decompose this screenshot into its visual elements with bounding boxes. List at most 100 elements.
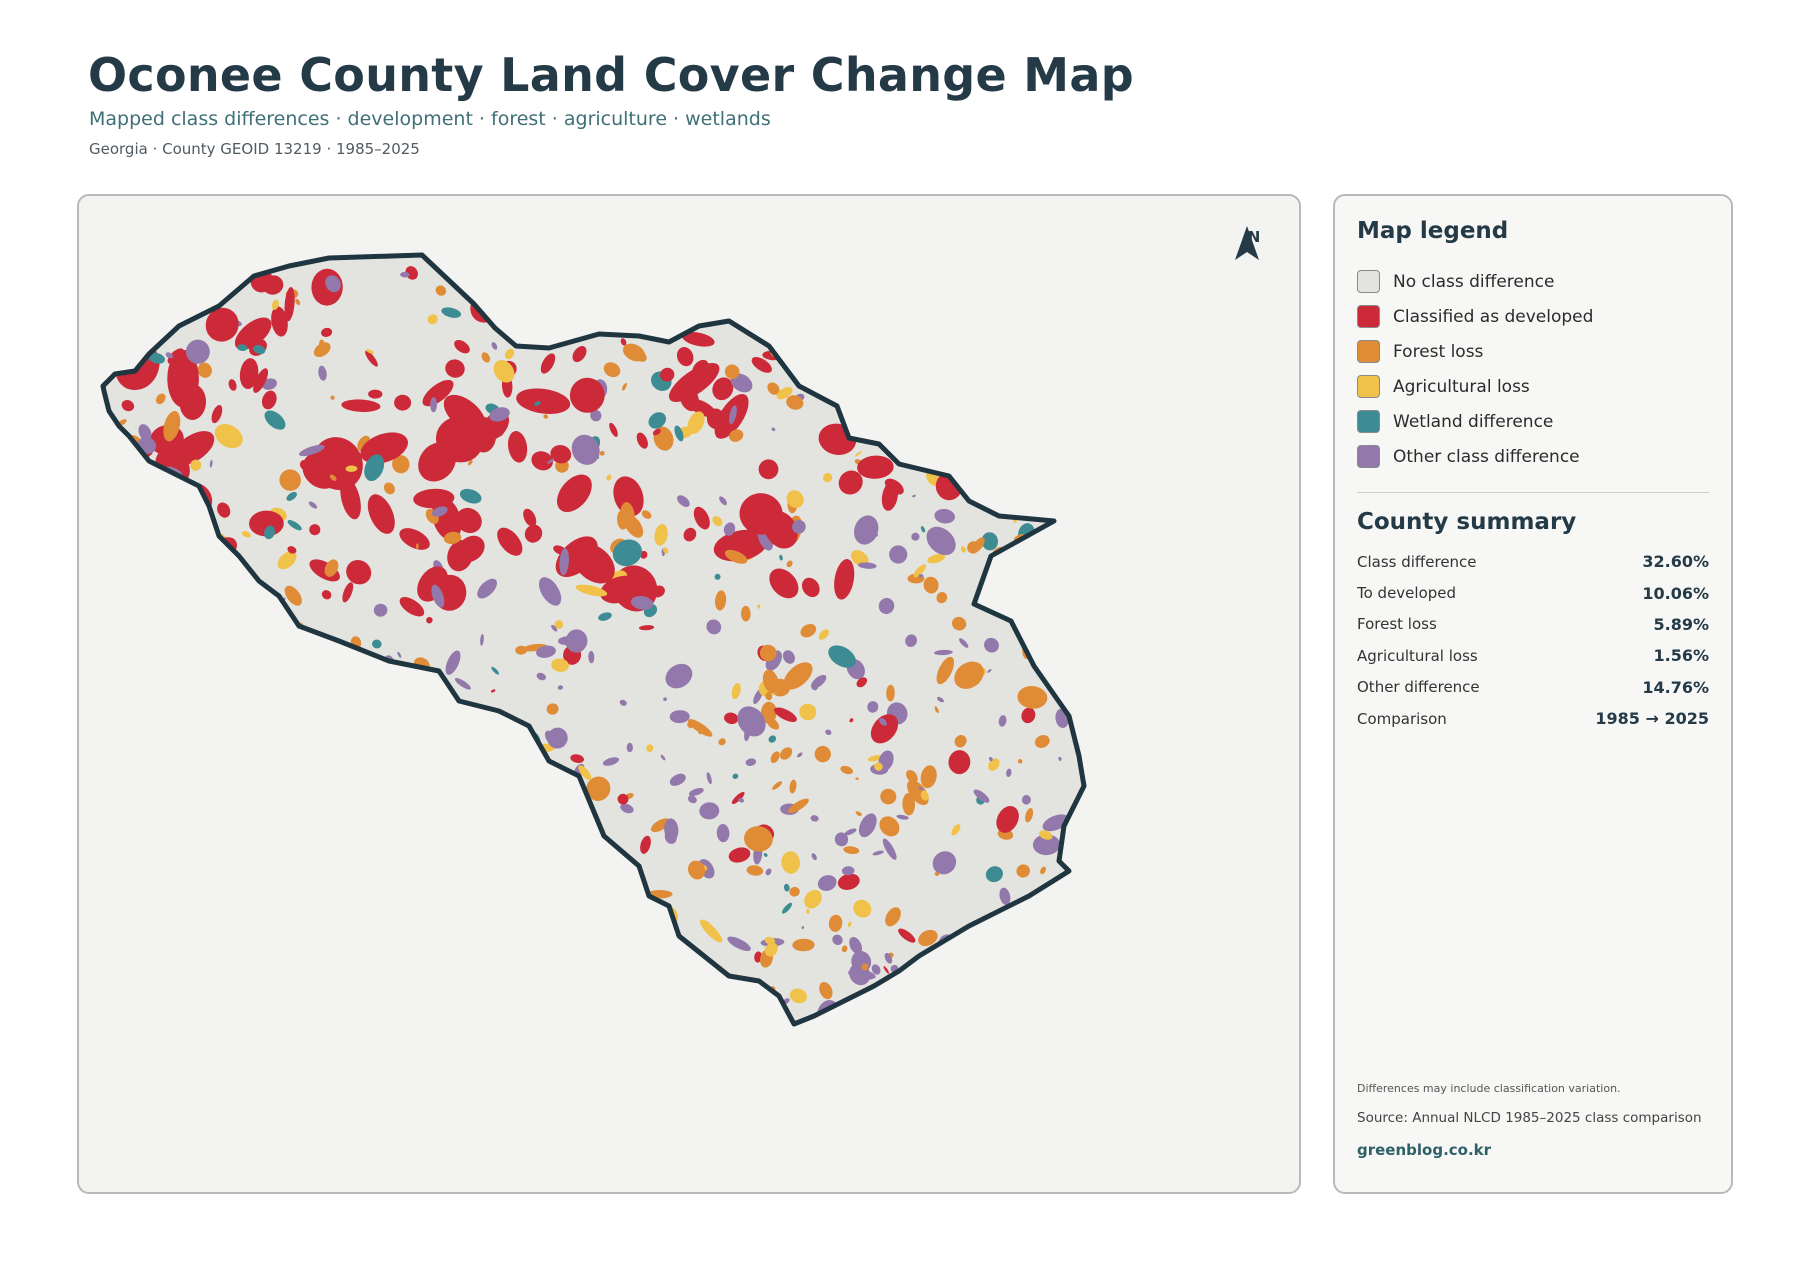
- change-patch: [547, 458, 555, 464]
- change-patch: [655, 282, 664, 295]
- change-patch: [847, 921, 852, 927]
- change-patch: [688, 787, 704, 797]
- change-patch: [144, 546, 158, 564]
- change-patch: [455, 825, 474, 848]
- map-panel[interactable]: N: [77, 194, 1301, 1194]
- change-patch: [427, 314, 438, 325]
- change-patch: [232, 851, 242, 859]
- change-patch: [716, 824, 730, 843]
- change-patch: [477, 578, 497, 599]
- change-patch: [373, 603, 388, 617]
- legend-swatch: [1357, 340, 1380, 363]
- change-patch: [277, 551, 297, 570]
- change-patch: [610, 1010, 621, 1018]
- legend-item-developed: Classified as developed: [1357, 299, 1593, 334]
- change-patch: [850, 277, 871, 304]
- change-patch: [659, 305, 669, 315]
- site-link[interactable]: greenblog.co.kr: [1357, 1141, 1492, 1159]
- change-patch: [498, 289, 512, 304]
- change-patch: [654, 524, 668, 546]
- change-patch: [105, 524, 130, 550]
- change-patch: [988, 758, 1000, 771]
- change-patch: [1057, 890, 1073, 904]
- change-patch: [1006, 768, 1012, 777]
- change-patch: [321, 675, 327, 681]
- change-patch: [963, 464, 975, 477]
- change-patch: [481, 352, 491, 363]
- change-patch: [590, 409, 602, 422]
- change-patch: [533, 968, 554, 987]
- change-patch: [759, 644, 777, 662]
- change-patch: [114, 648, 122, 657]
- change-patch: [885, 1009, 896, 1018]
- change-patch: [602, 757, 620, 766]
- summary-value: 1985 → 2025: [1595, 709, 1709, 729]
- change-patch: [299, 844, 305, 851]
- change-patch: [190, 825, 199, 837]
- change-patch: [867, 755, 882, 762]
- change-patch: [193, 255, 223, 278]
- change-patch: [187, 667, 195, 684]
- change-patch: [192, 648, 201, 656]
- change-patch: [332, 839, 348, 848]
- change-patch: [103, 952, 119, 972]
- change-patch: [698, 727, 703, 735]
- change-patch: [493, 360, 515, 383]
- change-patch: [691, 255, 700, 262]
- change-patch: [1064, 536, 1073, 545]
- change-patch: [732, 773, 739, 779]
- change-patch: [136, 530, 150, 540]
- change-patch: [662, 547, 669, 554]
- change-patch: [558, 636, 575, 645]
- change-patch: [936, 656, 955, 685]
- change-patch: [140, 790, 153, 797]
- change-patch: [813, 336, 839, 370]
- change-patch: [110, 698, 114, 707]
- change-patch: [817, 875, 837, 891]
- change-patch: [708, 270, 726, 288]
- change-patch: [786, 560, 793, 568]
- change-patch: [843, 846, 860, 854]
- change-patch: [500, 782, 519, 800]
- change-patch: [751, 357, 772, 373]
- change-patch: [797, 752, 803, 758]
- change-patch: [364, 454, 385, 482]
- change-patch: [792, 938, 815, 952]
- change-patch: [617, 793, 629, 805]
- change-patch: [152, 570, 177, 590]
- change-patch: [399, 597, 425, 617]
- county-map[interactable]: [79, 196, 1299, 1192]
- change-patch: [240, 731, 246, 739]
- change-patch: [104, 878, 125, 897]
- change-patch: [998, 715, 1007, 727]
- change-patch: [677, 255, 704, 288]
- change-patch: [575, 584, 608, 597]
- change-patch: [660, 367, 675, 382]
- change-patch: [319, 792, 326, 798]
- change-patch: [586, 776, 611, 801]
- summary-label: To developed: [1357, 584, 1457, 603]
- change-patch: [920, 790, 929, 801]
- change-patch: [107, 745, 117, 754]
- change-patch: [270, 915, 277, 935]
- change-patch: [800, 623, 817, 638]
- change-patch: [569, 377, 605, 413]
- change-patch: [628, 920, 647, 950]
- change-patch: [103, 438, 120, 459]
- change-patch: [668, 362, 720, 403]
- change-patch: [153, 591, 161, 597]
- change-patch: [325, 275, 341, 293]
- change-patch: [781, 902, 793, 914]
- change-patch: [920, 300, 963, 343]
- change-patch: [1024, 331, 1033, 339]
- change-patch: [870, 714, 899, 744]
- change-patch: [105, 315, 120, 334]
- change-patch: [221, 780, 246, 794]
- change-patch: [144, 259, 149, 264]
- change-patch: [762, 669, 779, 694]
- change-patch: [844, 828, 857, 836]
- change-patch: [841, 866, 855, 876]
- change-patch: [538, 577, 562, 606]
- change-patch: [276, 745, 283, 752]
- change-patch: [158, 312, 165, 318]
